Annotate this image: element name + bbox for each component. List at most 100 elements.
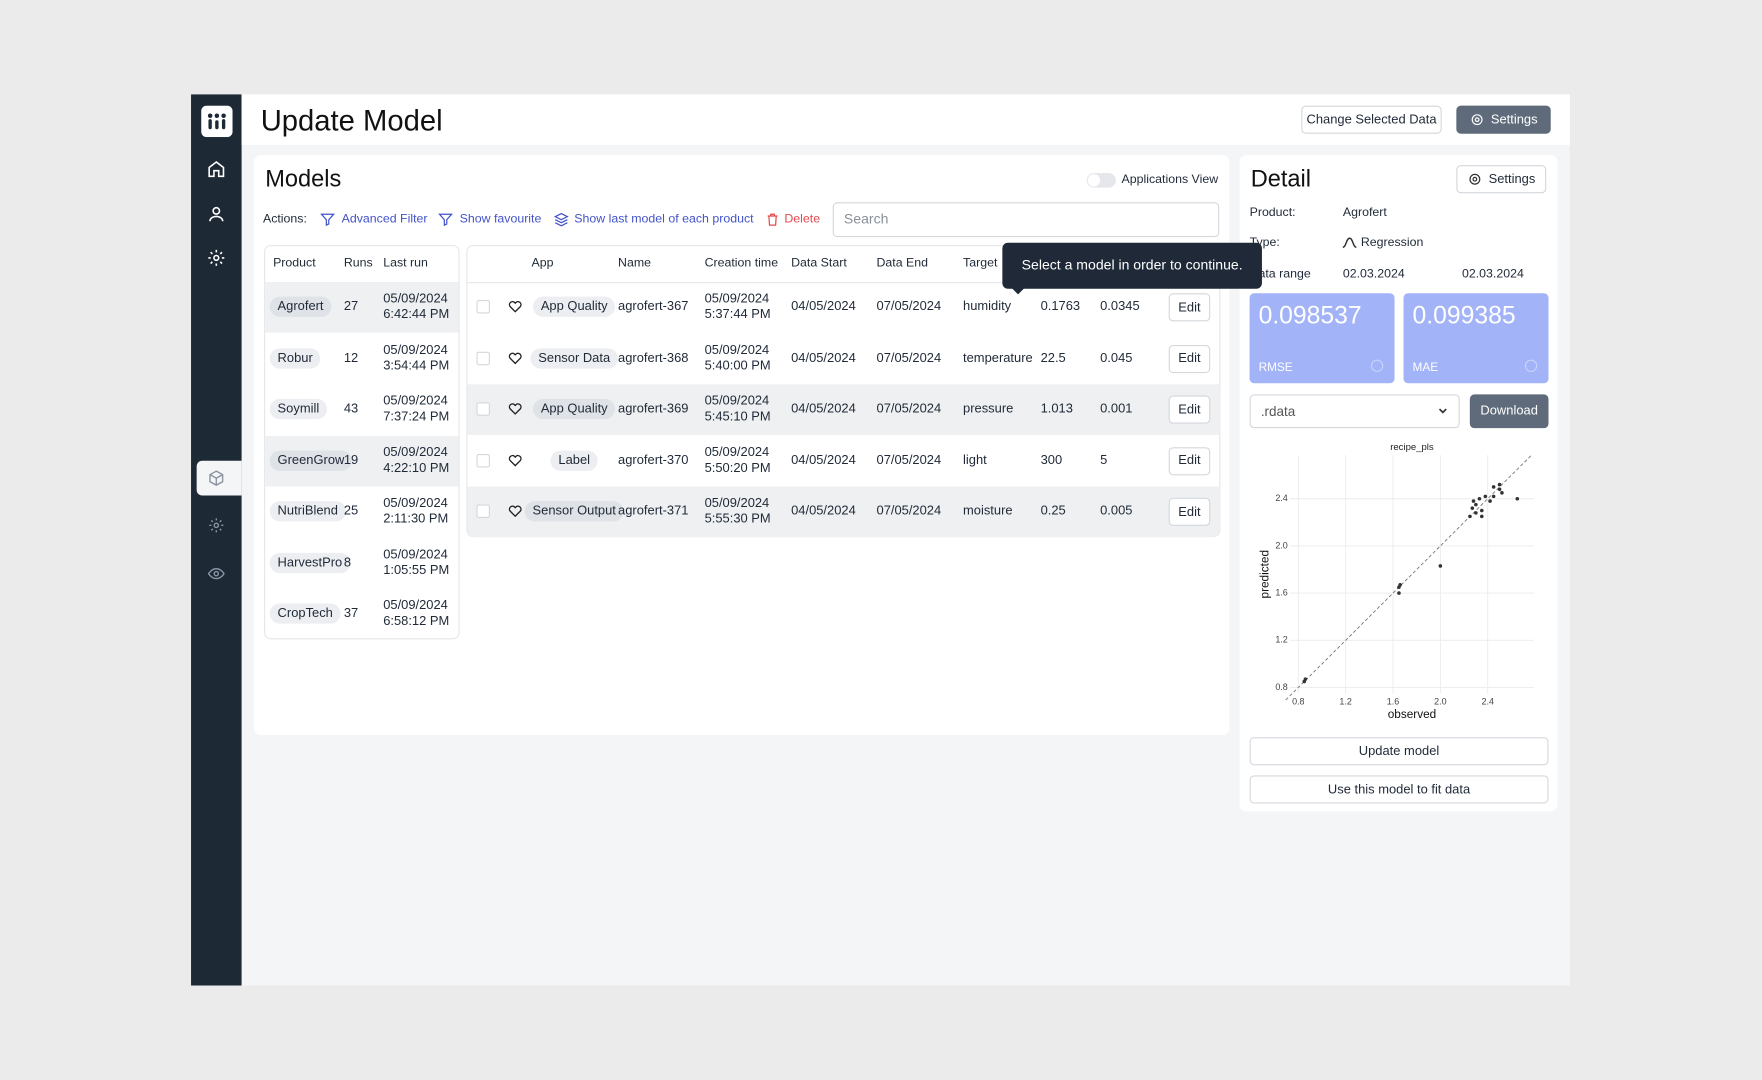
product-pill: GreenGrow	[269, 450, 353, 471]
creation-time: 05/09/2024 5:50:20 PM	[704, 445, 771, 475]
action-link[interactable]: Show last model of each product	[574, 212, 754, 226]
metric-label: MAE	[1412, 360, 1439, 375]
favourite-icon[interactable]	[508, 452, 523, 467]
model-icon[interactable]	[208, 470, 225, 487]
edit-button[interactable]: Edit	[1168, 344, 1211, 373]
active-nav[interactable]	[196, 460, 242, 496]
edit-button[interactable]: Edit	[1168, 497, 1211, 526]
checkbox[interactable]	[476, 402, 490, 416]
checkbox[interactable]	[476, 300, 490, 314]
point	[1500, 491, 1504, 495]
search-input[interactable]: Search	[832, 202, 1220, 238]
point	[1438, 564, 1443, 568]
change-data-button[interactable]: Change Selected Data	[1301, 105, 1442, 134]
action-link[interactable]: Show favourite	[459, 212, 542, 226]
column-header: Product	[273, 256, 316, 270]
toggle[interactable]	[1086, 173, 1116, 188]
action-link[interactable]: Delete	[784, 212, 821, 226]
column-header: Name	[618, 256, 652, 270]
help-icon[interactable]	[1370, 359, 1384, 372]
point	[1483, 494, 1488, 499]
y-tick-label: 1.6	[1275, 587, 1287, 597]
field-value: 02.03.2024	[1461, 267, 1524, 281]
action-link[interactable]: Advanced Filter	[341, 212, 428, 226]
home-icon[interactable]	[207, 160, 226, 179]
data-end: 07/05/2024	[876, 300, 942, 314]
user-icon[interactable]	[207, 205, 226, 224]
action-icon[interactable]	[438, 212, 453, 227]
data-start: 04/05/2024	[791, 300, 856, 314]
settings-icon[interactable]	[207, 248, 226, 267]
point	[1397, 585, 1401, 589]
metric: 0.0345	[1100, 300, 1140, 314]
favourite-icon[interactable]	[508, 299, 523, 314]
point	[1474, 502, 1478, 507]
favourite-icon[interactable]	[508, 503, 523, 518]
field-value: 02.03.2024	[1342, 267, 1405, 281]
favourite-icon[interactable]	[508, 350, 523, 365]
action-icon[interactable]	[320, 212, 336, 227]
update-button[interactable]: Update model	[1249, 737, 1549, 766]
metric-card	[1403, 293, 1549, 384]
checkbox[interactable]	[476, 351, 490, 365]
model-name: agrofert-367	[618, 300, 689, 314]
icon	[438, 213, 453, 227]
field-label: Product:	[1249, 205, 1296, 220]
field-value: Regression	[1360, 235, 1424, 250]
sidebar	[191, 94, 242, 986]
gear	[1471, 114, 1483, 126]
action-icon[interactable]	[765, 212, 780, 227]
label: Settings	[1490, 112, 1538, 127]
fit-button[interactable]: Use this model to fit data	[1249, 775, 1549, 804]
data-start: 04/05/2024	[791, 351, 856, 365]
product-pill: Agrofert	[269, 296, 332, 317]
metric: 5	[1100, 453, 1108, 467]
metric: 300	[1040, 453, 1063, 467]
product-pill: Robur	[269, 347, 321, 369]
tooltip-text: Select a model in order to continue.	[1021, 257, 1243, 274]
edit-button[interactable]: Edit	[1168, 395, 1211, 424]
edit-button[interactable]: Edit	[1168, 293, 1211, 322]
select-value: .rdata	[1260, 403, 1296, 420]
point	[1479, 508, 1484, 513]
product-pill: CropTech	[269, 603, 341, 624]
page-title: Update Model	[260, 103, 443, 138]
target: light	[963, 453, 987, 467]
creation-time: 05/09/2024 5:55:30 PM	[704, 496, 771, 526]
format-select[interactable]: .rdata	[1249, 394, 1460, 429]
settings-button[interactable]: Settings	[1456, 105, 1551, 134]
y-tick-label: 2.0	[1275, 540, 1287, 550]
y-tick-label: 1.2	[1275, 635, 1287, 645]
edit-button[interactable]: Edit	[1168, 446, 1211, 475]
icon	[553, 212, 569, 227]
checkbox[interactable]	[476, 504, 490, 519]
download-button[interactable]: Download	[1469, 394, 1549, 429]
regression-icon	[1342, 237, 1357, 248]
models-title: Models	[265, 166, 342, 193]
action-icon[interactable]	[553, 212, 569, 227]
metric-value: 0.098537	[1258, 301, 1362, 330]
x-tick-label: 1.6	[1387, 697, 1399, 707]
checkbox[interactable]	[476, 453, 490, 467]
metric: 0.005	[1100, 504, 1133, 519]
eye-icon[interactable]	[207, 565, 225, 582]
point	[1303, 677, 1308, 681]
favourite-icon[interactable]	[508, 401, 523, 416]
column-header: Data End	[876, 256, 929, 270]
gear	[1469, 173, 1481, 185]
x-axis-label: observed	[1388, 708, 1436, 721]
settings-icon[interactable]	[208, 517, 225, 534]
model-name: agrofert-370	[618, 453, 689, 467]
help-icon[interactable]	[1524, 359, 1538, 372]
column-header: Data Start	[791, 256, 847, 270]
data-end: 07/05/2024	[876, 453, 942, 467]
point	[1488, 499, 1492, 503]
last-run: 05/09/2024 6:58:12 PM	[383, 598, 450, 629]
header-divider	[467, 282, 1220, 284]
y-axis-label: predicted	[1258, 550, 1271, 598]
point	[1497, 482, 1502, 487]
detail-settings-button[interactable]: Settings	[1456, 165, 1547, 194]
target: pressure	[963, 402, 1014, 416]
creation-time: 05/09/2024 5:40:00 PM	[704, 343, 771, 373]
